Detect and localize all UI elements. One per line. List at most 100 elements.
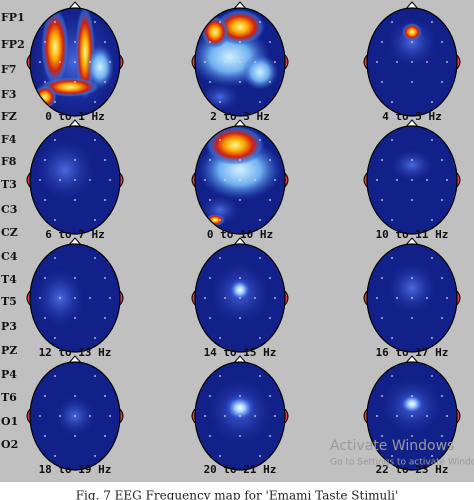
channel-label: C4 [1,250,18,263]
panel-label: 0 to 1 Hz [45,110,105,123]
electrode [74,159,76,161]
field [390,149,434,181]
electrode [44,317,46,319]
electrode [94,21,96,23]
electrode [411,199,413,201]
topo-map [26,119,124,235]
electrode [109,415,111,417]
electrode [44,435,46,437]
panel-label: 16 to 17 Hz [376,346,449,359]
electrode [74,297,76,299]
electrode [44,395,46,397]
electrode [224,415,226,417]
caption-area [0,482,474,500]
panel-label: 14 to 15 Hz [204,346,277,359]
electrode [104,317,106,319]
electrode [204,297,206,299]
topo-map [26,237,124,353]
electrode [274,297,276,299]
electrode [74,435,76,437]
electrode [39,415,41,417]
electrode [411,179,413,181]
channel-label: T4 [1,273,17,286]
topo-map [191,119,289,235]
channel-label: FP2 [1,38,25,51]
activity [228,278,252,302]
electrode [44,199,46,201]
electrode [269,435,271,437]
electrode [74,199,76,201]
topo-map [363,119,461,235]
activity [399,393,425,415]
electrode [109,179,111,181]
electrode [239,435,241,437]
electrode [396,297,398,299]
electrode [269,317,271,319]
electrode [94,257,96,259]
electrode [54,21,56,23]
panel-label: 2 to 3 Hz [210,110,270,123]
channel-label: PZ [1,344,17,357]
electrode [219,337,221,339]
electrode [259,219,261,221]
topo-map [26,1,124,117]
electrode [219,219,221,221]
field [387,263,437,313]
watermark-title: Activate Windows [330,438,454,454]
topo-map [26,355,124,471]
electrode [441,317,443,319]
electrode [204,61,206,63]
electrode [431,219,433,221]
panel-label: 20 to 21 Hz [204,463,277,476]
electrode [391,21,393,23]
electrode [411,159,413,161]
electrode [239,179,241,181]
electrode [381,317,383,319]
electrode [259,337,261,339]
electrode [54,101,56,103]
electrode [74,317,76,319]
electrode [219,101,221,103]
head-outline [29,125,121,235]
electrode [254,297,256,299]
electrode [391,101,393,103]
electrode [381,435,383,437]
electrode [74,277,76,279]
electrode [74,415,76,417]
electrode [54,257,56,259]
electrode [74,81,76,83]
activity [402,23,422,41]
electrode [259,375,261,377]
electrode [59,297,61,299]
electrode [224,179,226,181]
head-outline [366,125,458,235]
electrode [94,337,96,339]
head-outline [194,125,286,235]
electrode [411,61,413,63]
electrode [254,179,256,181]
electrode [254,415,256,417]
activity [86,45,114,89]
head-outline [29,361,121,471]
topo-map [363,237,461,353]
channel-label: T5 [1,295,17,308]
electrode [109,297,111,299]
electrode [39,61,41,63]
activity [390,149,434,181]
electrode [381,395,383,397]
electrode [396,179,398,181]
topo-map [191,237,289,353]
electrode [44,277,46,279]
channel-label: P3 [1,320,17,333]
electrode [396,415,398,417]
electrode [381,81,383,83]
electrode [381,41,383,43]
channel-label: F8 [1,155,17,168]
activity [35,140,95,200]
activity [41,8,69,87]
electrode [381,199,383,201]
electrode [54,219,56,221]
electrode [94,139,96,141]
panel-label: 0 to 10 Hz [207,228,273,241]
electrode [259,257,261,259]
